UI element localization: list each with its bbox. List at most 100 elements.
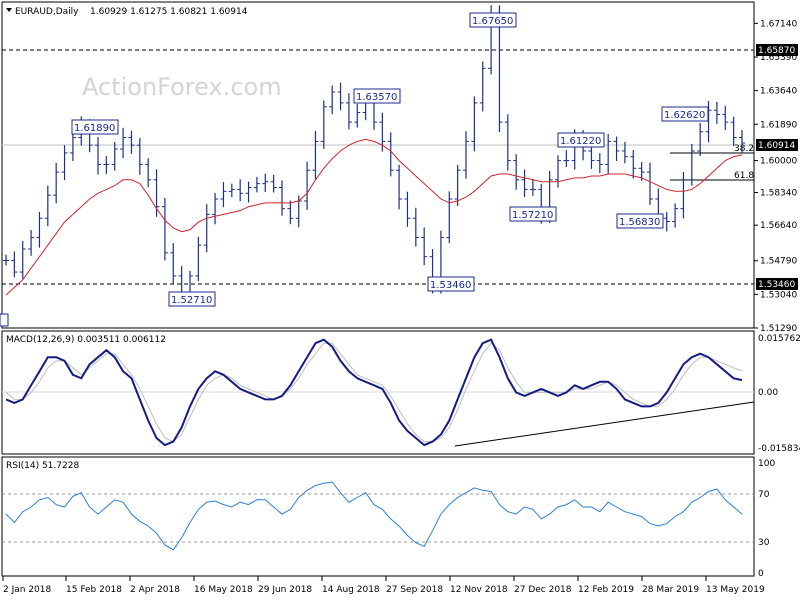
price-bar [471,96,478,152]
price-bar [613,136,620,162]
price-bar [11,251,18,278]
price-bar [3,254,9,266]
time-tick-label: 27 Sep 2018 [386,585,443,595]
price-bar [304,161,311,210]
price-bar [387,132,394,177]
level-label-1: 1.65870 [756,44,798,56]
price-bar [630,150,637,179]
annotation-3-box [353,88,401,104]
macd-line [5,338,743,447]
price-bar [120,127,127,159]
macd-tick-top: 0.015762 [758,334,800,344]
annotation-1-text: 1.61890 [74,123,115,134]
price-bar [705,101,712,143]
symbol-title: EURAUD,Daily [15,7,79,17]
annotation-3-text: 1.63570 [356,92,397,103]
annotation-2-text: 1.52710 [171,295,212,306]
price-bar [53,162,60,204]
price-bar [596,153,603,174]
price-bar [396,164,403,210]
time-tick-label: 2 Jan 2018 [3,585,51,595]
annotation-edge-box [0,313,9,327]
annotation-9: 1.62620 [661,106,709,122]
price-tick-label: 1.61890 [760,120,797,130]
price-tick-label: 1.54790 [760,257,797,267]
time-tick-label: 12 Nov 2018 [450,585,508,595]
time-tick-label: 28 Mar 2019 [642,585,699,595]
annotation-4: 1.53460 [427,276,475,292]
price-tick-label: 1.51290 [760,324,797,334]
price-tick-label: 1.58340 [760,188,797,198]
time-tick-label: 27 Dec 2018 [514,585,572,595]
price-bars [3,5,745,307]
level-label-2-box [756,278,798,290]
annotation-6-box [509,206,557,222]
macd-tick-zero: 0.00 [758,388,778,398]
price-bar [345,93,352,130]
time-tick-label: 2 Apr 2018 [130,585,180,595]
price-tick-label: 1.60000 [760,157,797,167]
current-price-text: 1.60914 [758,141,795,151]
dropdown-icon[interactable] [6,8,12,12]
price-bar [61,145,68,181]
time-tick-label: 29 Jun 2018 [258,585,312,595]
price-bar [521,169,528,198]
price-bar [203,204,210,253]
price-bar [220,182,227,208]
annotation-5-box [469,12,517,28]
price-bar [136,137,143,175]
price-bar [722,106,729,130]
price-bar [95,136,101,175]
time-tick-label: 16 May 2018 [194,585,253,595]
macd-tick-bottom: -0.015834 [758,444,800,454]
price-bar [563,150,570,167]
price-bar [421,227,428,266]
time-axis: 2 Jan 2018 15 Feb 2018 2 Apr 2018 16 May 20… [2,576,765,595]
ohlc-readout: 1.60929 1.61275 1.60821 1.60914 [90,7,248,17]
price-bar [195,236,202,282]
annotation-1-box [71,119,119,135]
price-tick-label: 1.53040 [760,290,797,300]
price-bar [19,240,26,279]
price-bar [463,131,469,179]
price-bar [337,82,344,111]
annotation-2: 1.52710 [168,291,216,307]
price-tick-label: 1.65390 [760,53,797,63]
annotation-3: 1.63570 [353,88,401,104]
price-bar [454,164,461,207]
price-bar [145,158,152,188]
annotation-9-text: 1.62620 [664,110,705,121]
price-bar [412,207,419,247]
annotation-7-text: 1.61220 [560,136,601,147]
price-bar [730,116,737,147]
current-price-box [756,139,798,151]
price-bar [245,181,252,203]
time-tick-label: 12 Feb 2019 [578,585,634,595]
time-tick-label: 15 Feb 2018 [66,585,122,595]
watermark: ActionForex.com [82,73,282,101]
price-bar [212,192,219,225]
price-bar [647,162,653,205]
price-bar [253,176,260,193]
price-bar [697,123,704,156]
price-bar [404,191,411,227]
annotation-8-text: 1.56830 [619,217,660,228]
price-bar [170,243,177,284]
annotation-4-text: 1.53460 [430,280,471,291]
time-tick-label: 13 May 2019 [706,585,765,595]
annotation-7-box [557,132,605,148]
price-tick-label: 1.56640 [760,221,797,231]
price-bar [504,114,511,171]
level-label-1-box [756,44,798,56]
price-bar [270,174,277,193]
price-bar [479,61,486,112]
rsi-label: RSI(14) 51.7228 [6,461,79,471]
price-bar [262,173,269,193]
rsi-tick-30: 30 [758,538,770,548]
rsi-tick-70: 70 [758,490,770,500]
price-bar [680,171,687,219]
price-bar [36,211,43,248]
annotation-5: 1.67650 [469,12,517,28]
annotation-8-box [616,213,664,229]
